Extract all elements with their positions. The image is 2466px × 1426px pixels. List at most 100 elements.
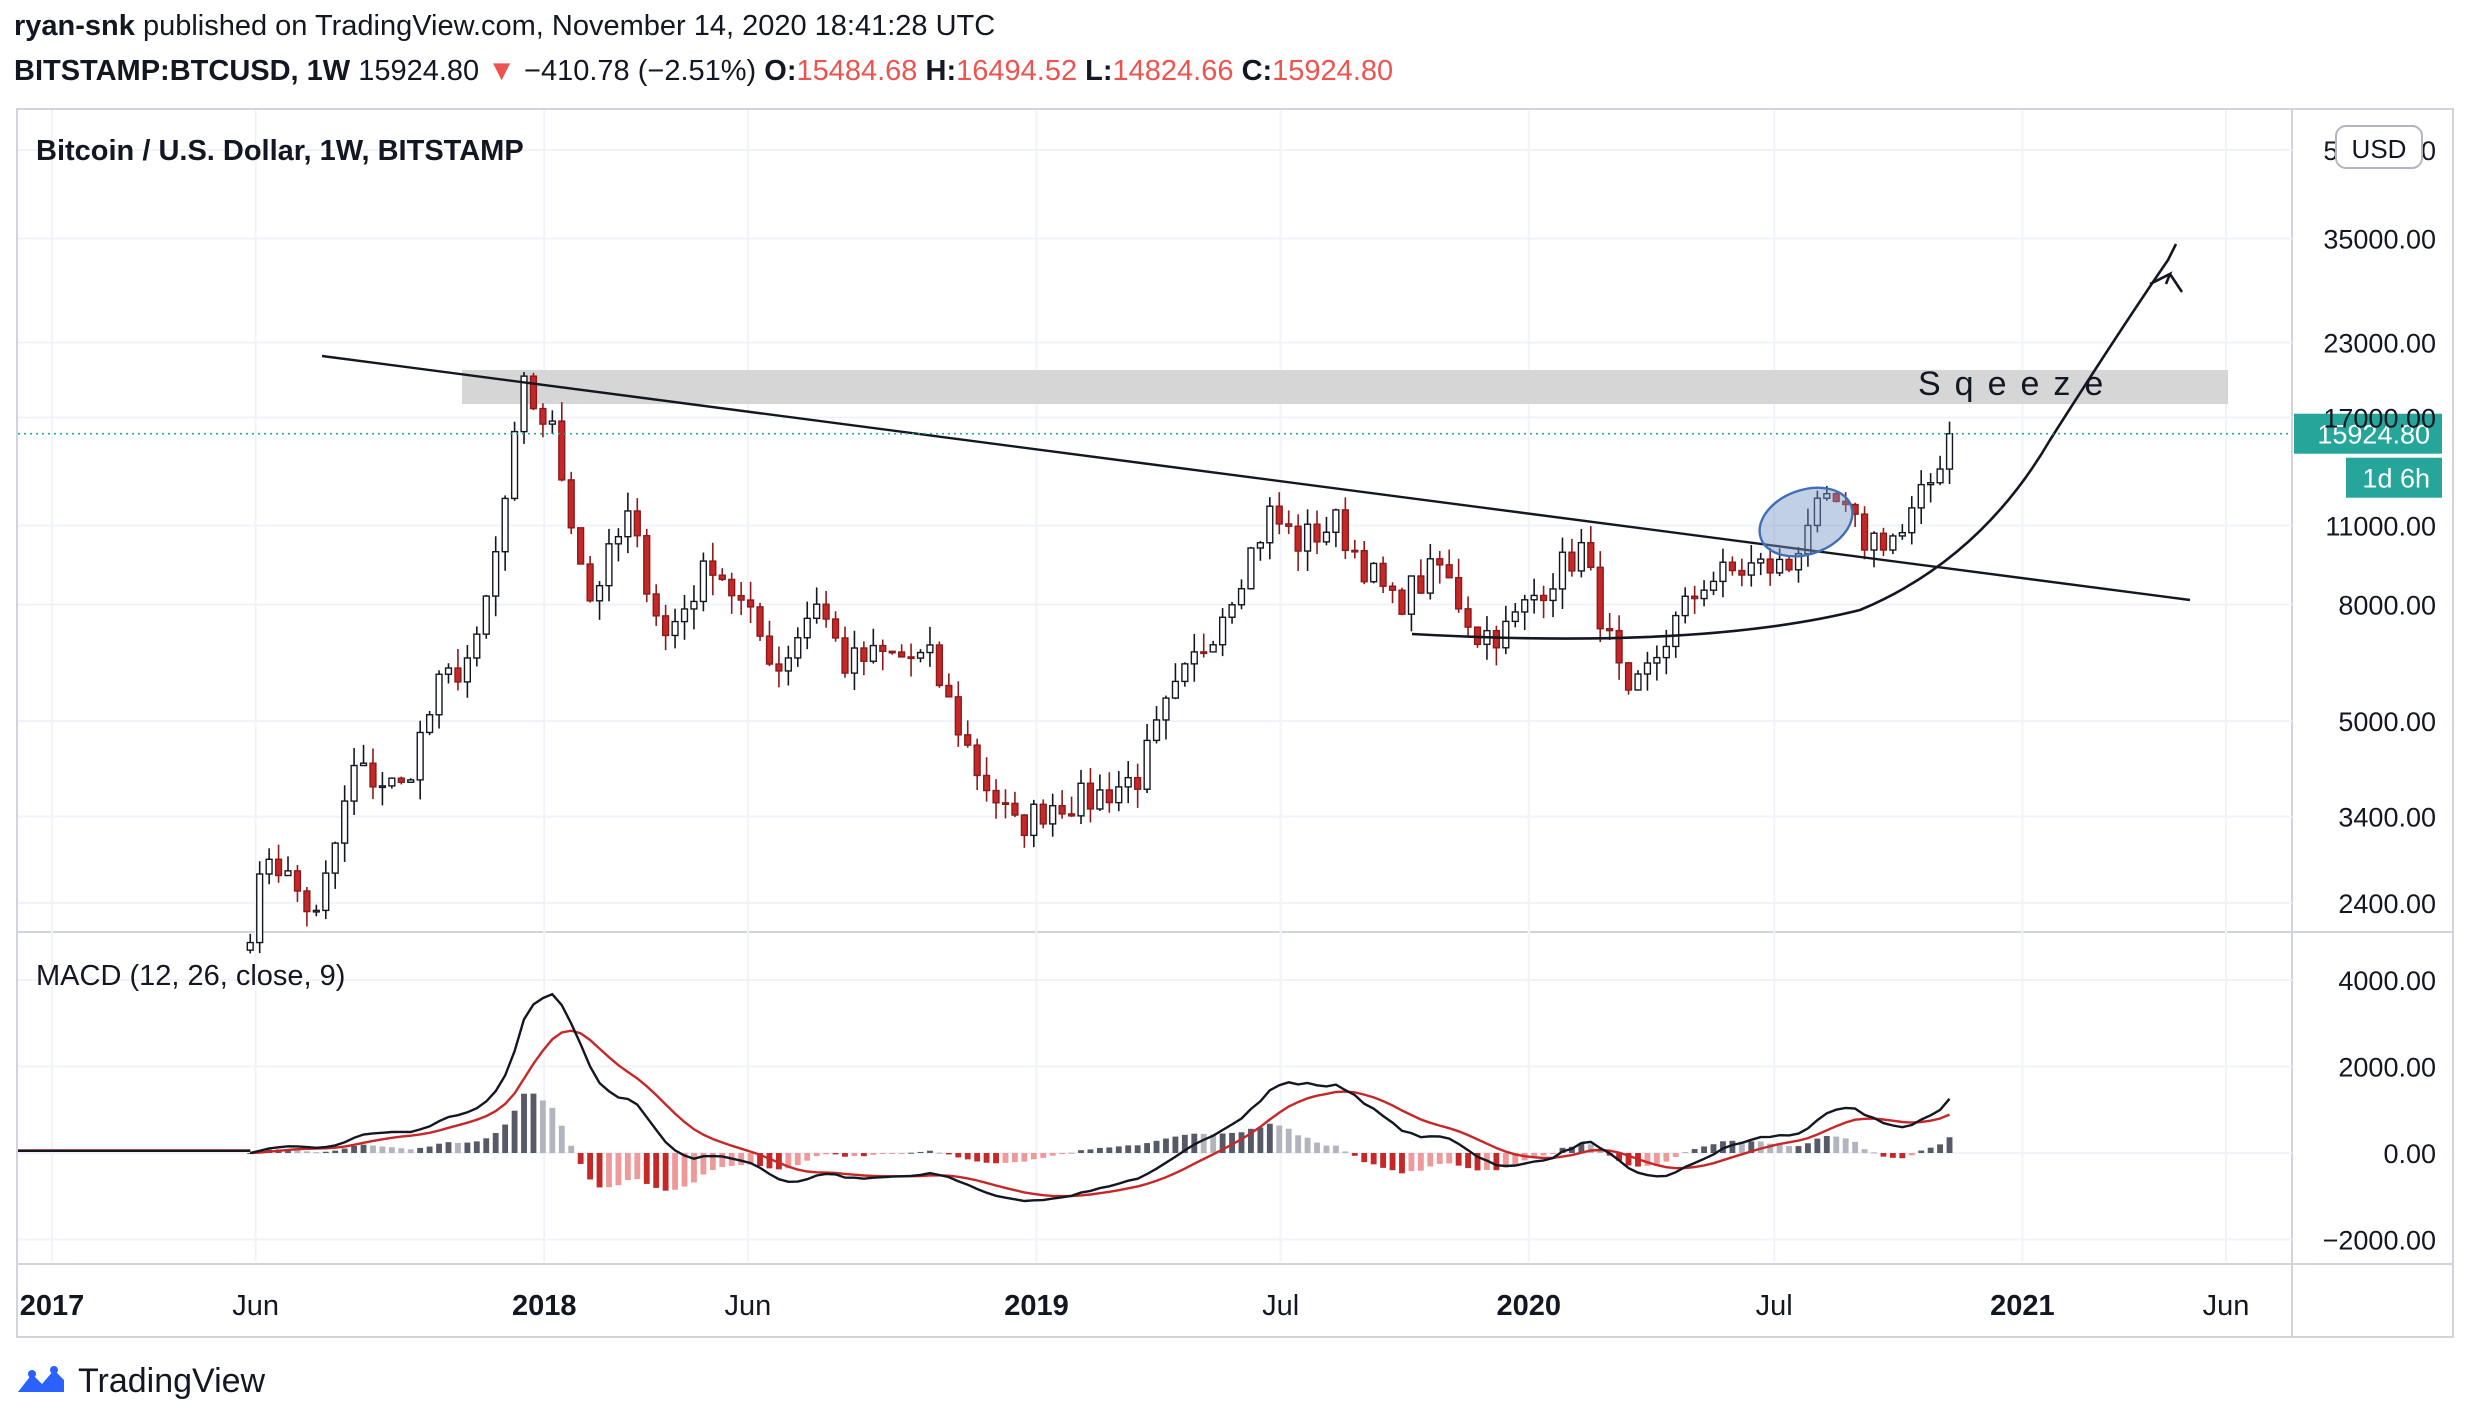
histogram-bar [1389, 1153, 1396, 1171]
candle-body [1813, 497, 1821, 527]
candle-body [926, 644, 934, 654]
histogram-bar [1550, 1153, 1556, 1154]
candle-body [1049, 805, 1057, 825]
low-label: L: [1085, 55, 1113, 87]
histogram-bar [1078, 1150, 1084, 1153]
candle [1077, 769, 1085, 825]
histogram-bar [1408, 1153, 1415, 1172]
candle [1785, 555, 1793, 573]
x-tick-label: 2018 [512, 1290, 577, 1322]
candle [312, 904, 320, 917]
histogram-bar [1087, 1149, 1094, 1153]
candle [265, 848, 273, 885]
histogram-bar [1417, 1153, 1424, 1171]
candle [1511, 603, 1519, 628]
histogram-bar [1937, 1144, 1944, 1153]
candle [1879, 527, 1888, 557]
chart-frame [16, 108, 2454, 1338]
candle [1719, 548, 1727, 598]
candle-body [690, 600, 698, 610]
histogram-bar [1493, 1153, 1500, 1171]
candle [746, 581, 755, 623]
candle-body [1096, 789, 1104, 810]
candle-body [1709, 580, 1718, 591]
histogram-bar [1399, 1153, 1405, 1174]
open-value: 15484.68 [796, 55, 918, 87]
histogram-bar [974, 1153, 981, 1162]
candle-body [1823, 492, 1831, 499]
candle [1341, 497, 1349, 560]
candle [1492, 625, 1501, 666]
candle-body [303, 890, 311, 913]
histogram-bar [351, 1145, 358, 1153]
candle [652, 584, 660, 626]
candle-body [274, 858, 283, 877]
candle [992, 779, 1000, 819]
candle [982, 757, 991, 802]
footer-brand[interactable]: TradingView [14, 1362, 265, 1401]
candle [1568, 538, 1576, 577]
candle-body [1492, 629, 1501, 649]
candle-body [775, 663, 783, 672]
histogram-bar [1068, 1152, 1075, 1154]
candle-body [718, 574, 726, 581]
candle-body [407, 779, 415, 783]
candle-body [1530, 594, 1538, 601]
candle [1039, 799, 1047, 829]
candle [1757, 552, 1765, 576]
resistance-zone [462, 370, 2228, 404]
histogram-bar [785, 1153, 792, 1169]
histogram-bar [502, 1124, 509, 1153]
candle-body [1426, 558, 1434, 594]
candle [898, 644, 906, 658]
candle-body [284, 870, 292, 877]
candle-body [1115, 786, 1123, 804]
author-name[interactable]: ryan-snk [14, 10, 135, 42]
histogram-bar [747, 1153, 754, 1165]
histogram-bar [860, 1153, 867, 1157]
histogram-bar [1720, 1141, 1726, 1153]
histogram-bar [521, 1093, 527, 1153]
histogram-bar [1672, 1153, 1679, 1157]
candle [775, 646, 783, 688]
histogram-bar [1304, 1137, 1311, 1153]
high-label: H: [925, 55, 957, 87]
candle-body [737, 594, 745, 601]
histogram-bar [945, 1153, 952, 1155]
candle [850, 630, 859, 690]
histogram-bar [303, 1151, 310, 1153]
candle-body [907, 656, 915, 660]
candle-body [1794, 552, 1803, 571]
candle-body [652, 593, 660, 617]
candle-body [492, 551, 500, 597]
candle [1445, 549, 1453, 579]
last-price: 15924.80 [358, 55, 480, 87]
currency-button[interactable]: USD [2335, 125, 2423, 169]
candle-body [454, 667, 462, 683]
highlight-ellipse [1758, 486, 1854, 558]
histogram-bar [832, 1153, 839, 1155]
histogram-bar [1852, 1141, 1859, 1153]
histogram-bar [1229, 1132, 1235, 1153]
candle-body [397, 777, 405, 783]
candle-body [1757, 558, 1765, 564]
candle-body [1511, 611, 1519, 623]
histogram-bar [993, 1153, 999, 1164]
candle [1011, 791, 1019, 818]
histogram-bar [1767, 1143, 1774, 1153]
histogram-bar [1625, 1153, 1632, 1166]
candle-body [992, 789, 1000, 804]
axes: 2017Jun2018Jun2019Jul2020Jul2021Jun50000… [20, 125, 2436, 1322]
candle-body [643, 535, 651, 595]
candle-body [746, 599, 755, 608]
candle-body [1162, 697, 1170, 721]
histogram-bar [955, 1153, 962, 1158]
annotation-layer [462, 370, 2228, 404]
candle [794, 627, 802, 667]
histogram-bar [1644, 1153, 1651, 1166]
candle-body [624, 510, 632, 538]
countdown-tag [2346, 457, 2442, 498]
candle-body [1785, 558, 1793, 571]
histogram-bar [1946, 1137, 1953, 1153]
